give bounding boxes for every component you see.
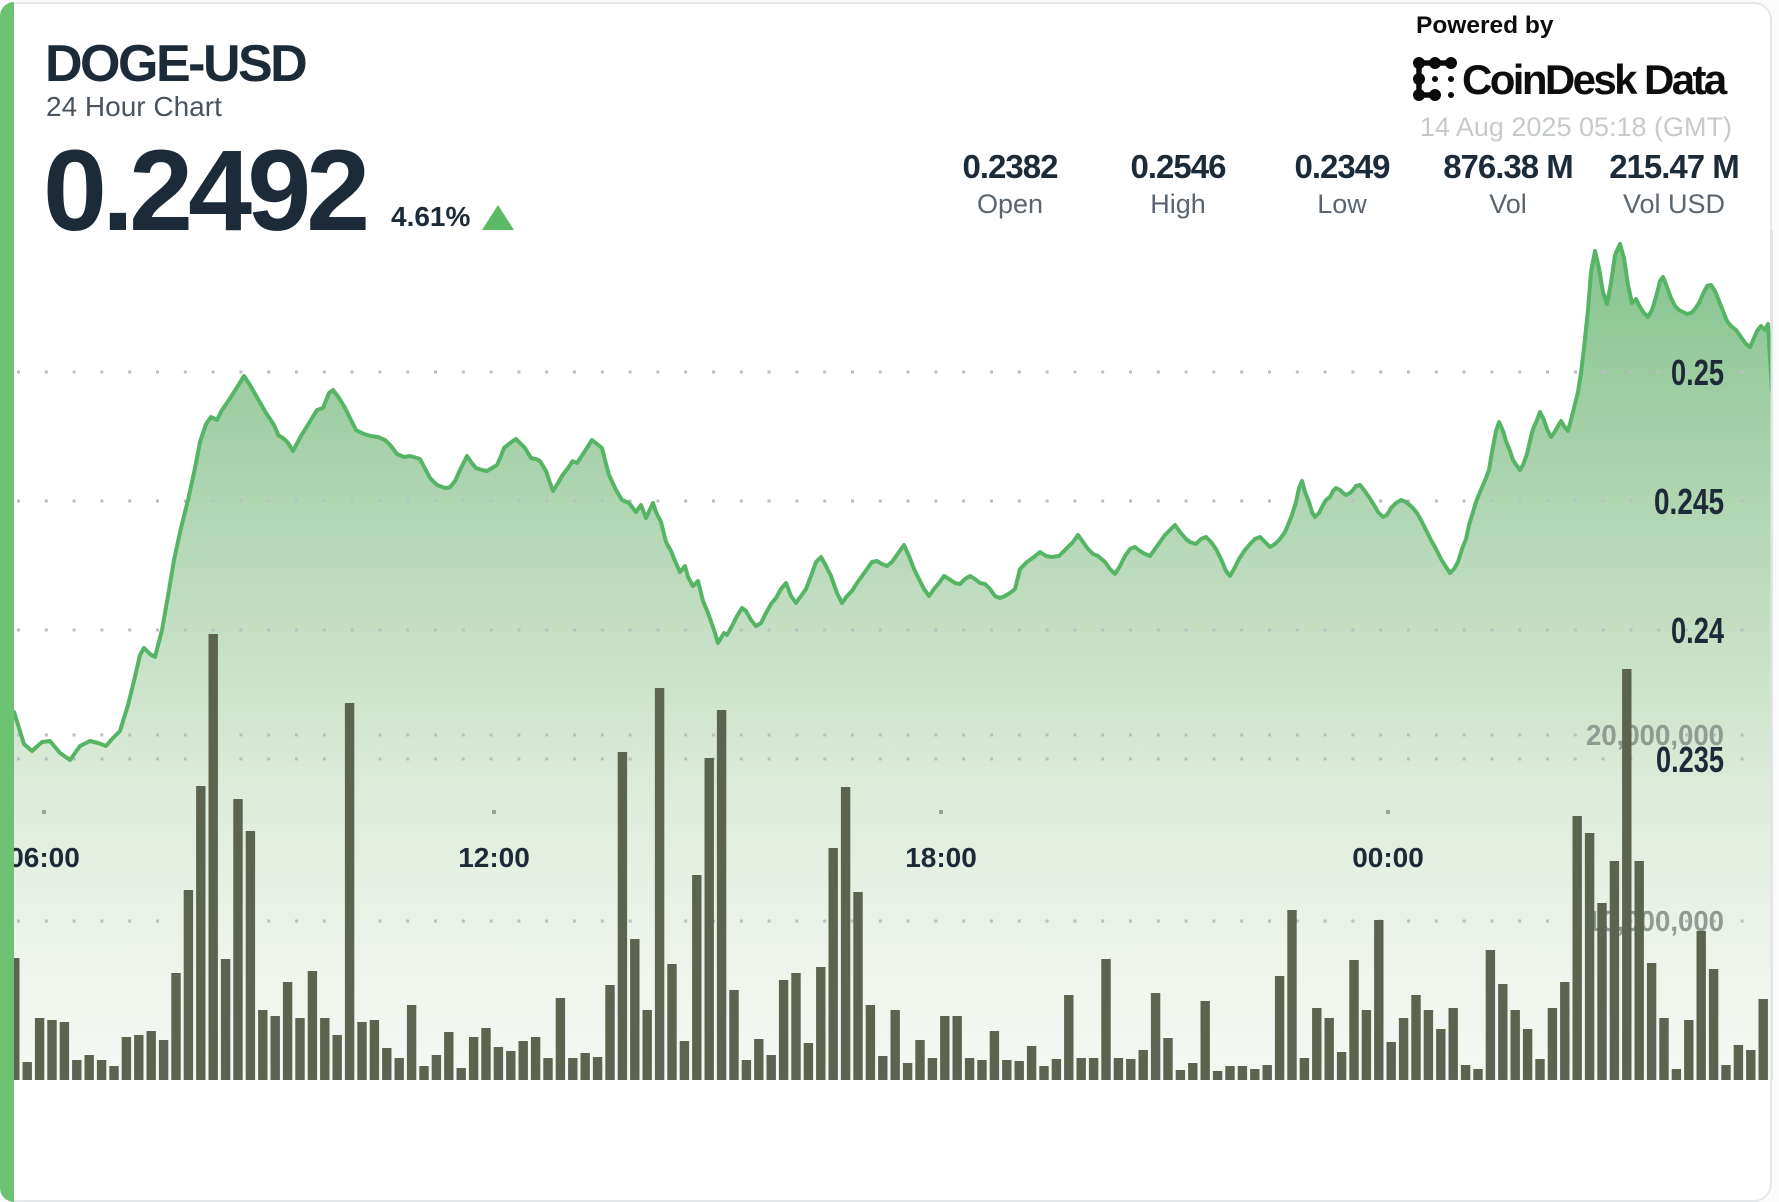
- svg-text:18:00: 18:00: [905, 842, 977, 873]
- svg-text:06:00: 06:00: [8, 842, 80, 873]
- svg-text:20,000,000: 20,000,000: [1586, 720, 1724, 752]
- svg-text:0.24: 0.24: [1671, 610, 1724, 651]
- svg-text:0.235: 0.235: [1656, 739, 1724, 780]
- svg-text:12:00: 12:00: [458, 842, 530, 873]
- svg-text:0.245: 0.245: [1654, 481, 1724, 522]
- svg-text:00:00: 00:00: [1352, 842, 1424, 873]
- svg-text:0.25: 0.25: [1671, 352, 1724, 393]
